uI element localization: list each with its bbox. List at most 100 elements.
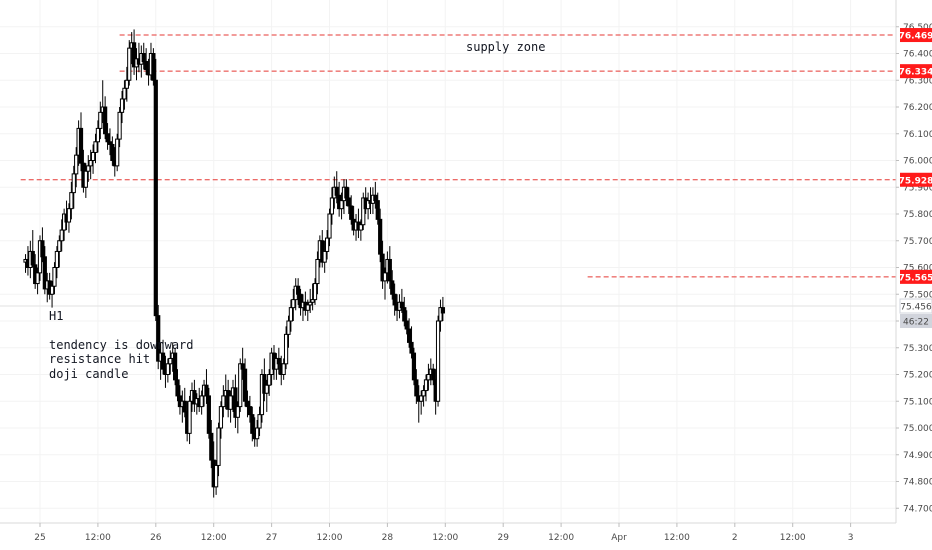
- candle-body-down: [407, 328, 412, 343]
- current-price-tag: [899, 298, 932, 314]
- candle-body-down: [411, 352, 417, 381]
- time-tick-label: 28: [382, 533, 394, 543]
- price-tick-label: 75.200: [903, 371, 932, 381]
- time-tick-label: 27: [266, 533, 277, 543]
- price-tick-label: 75.800: [903, 210, 932, 220]
- candle-body-down: [387, 258, 392, 282]
- time-tick-label: Apr: [611, 533, 627, 543]
- time-tick-label: 12:00: [201, 533, 227, 543]
- candle-body-up: [98, 111, 103, 129]
- candle-body-up: [305, 304, 310, 311]
- candle-body-down: [131, 42, 137, 68]
- price-tick-label: 76.200: [903, 103, 932, 113]
- candle-body-up: [281, 363, 286, 375]
- candle-body-down: [141, 53, 146, 63]
- candle-body-down: [344, 186, 349, 199]
- time-axis[interactable]: 25 12:00 26 12:00 27 12:00 28 12:00 29 12:00 Apr 12…: [34, 523, 853, 543]
- candle-body-down: [175, 379, 180, 397]
- candle-body-up: [426, 374, 431, 381]
- candle-body-down: [245, 400, 250, 408]
- candle-body-up: [339, 200, 344, 210]
- candle-body-up: [86, 165, 91, 172]
- price-tick-label: 74.700: [903, 504, 932, 514]
- candle-body-down: [240, 363, 245, 370]
- candle-body-down: [42, 256, 47, 290]
- candle-body-up: [329, 197, 335, 215]
- candle-body-up: [168, 357, 173, 365]
- candle-body-up: [214, 464, 219, 488]
- candle-body-down: [110, 143, 115, 161]
- candle-body-up: [228, 395, 233, 410]
- candle-body-up: [69, 192, 74, 210]
- current-price-label: 75.456: [900, 303, 932, 313]
- candle-body-up: [52, 267, 57, 287]
- candle-body-down: [404, 320, 409, 330]
- time-tick-label: 12:00: [432, 533, 458, 543]
- candle-body-up: [117, 111, 122, 140]
- candle-body-up: [259, 374, 265, 416]
- candle-body-up: [95, 127, 101, 143]
- candle-body-up: [255, 427, 260, 440]
- price-tick-label: 74.900: [903, 451, 932, 461]
- candle-body-down: [182, 400, 187, 413]
- candle-body-down: [30, 250, 35, 266]
- candle-body-down: [40, 240, 45, 258]
- candle-body-down: [192, 390, 197, 405]
- candle-body-down: [204, 384, 209, 397]
- candle-body-down: [153, 79, 158, 317]
- candle-body-down: [107, 141, 113, 145]
- candle-body-down: [105, 133, 110, 143]
- candle-body-down: [298, 293, 303, 309]
- candle-body-up: [435, 320, 441, 402]
- candle-body-down: [78, 127, 84, 164]
- candle-body-up: [419, 395, 424, 402]
- candle-body-down: [414, 379, 419, 397]
- countdown-label: 46:22: [903, 318, 929, 328]
- candle-body-down: [402, 307, 407, 322]
- price-tick-label: 76.500: [903, 23, 932, 33]
- candles: [23, 29, 445, 498]
- note-line-3: doji candle: [49, 367, 128, 381]
- time-tick-label: 12:00: [85, 533, 111, 543]
- price-tick-label: 74.800: [903, 478, 932, 488]
- candle-body-up: [283, 333, 289, 365]
- candle-body-up: [199, 395, 204, 408]
- candle-body-up: [74, 154, 79, 175]
- candle-body-up: [423, 379, 429, 392]
- candle-body-down: [390, 280, 395, 295]
- candle-body-up: [264, 384, 269, 394]
- candle-body-up: [66, 208, 72, 223]
- candle-body-up: [438, 307, 443, 322]
- candle-body-down: [160, 352, 166, 370]
- candle-body-up: [358, 224, 363, 231]
- level-price-tag: [900, 172, 932, 187]
- candle-body-up: [308, 301, 313, 306]
- candle-body-up: [315, 258, 320, 285]
- price-tick-label: 75.100: [903, 397, 932, 407]
- candle-body-down: [375, 200, 380, 220]
- price-tick-label: 75.000: [903, 424, 932, 434]
- candle-body-up: [115, 138, 120, 167]
- time-tick-label: 3: [848, 533, 854, 543]
- candle-body-up: [54, 250, 59, 268]
- candle-body-down: [276, 357, 281, 365]
- note-line-1: tendency is downward: [49, 338, 194, 352]
- candle-body-up: [88, 160, 93, 167]
- candle-body-down: [144, 61, 149, 71]
- price-tick-label: 75.900: [903, 183, 932, 193]
- time-tick-label: 12:00: [317, 533, 343, 543]
- level-price-tag-label: 75.565: [899, 273, 932, 283]
- candle-body-up: [288, 307, 293, 322]
- price-tags: 76.469 76.334 75.928 75.565 75.456 46:22: [899, 28, 932, 329]
- candle-body-up: [127, 47, 132, 81]
- candle-body-down: [334, 186, 339, 196]
- level-price-tag: [900, 28, 932, 43]
- candle-body-up: [59, 229, 64, 242]
- candle-body-up: [165, 363, 170, 375]
- supply-zone-label: supply zone: [466, 40, 545, 54]
- candle-body-up: [90, 151, 96, 162]
- level-price-tag: [900, 64, 932, 79]
- time-tick-label: 12:00: [780, 533, 806, 543]
